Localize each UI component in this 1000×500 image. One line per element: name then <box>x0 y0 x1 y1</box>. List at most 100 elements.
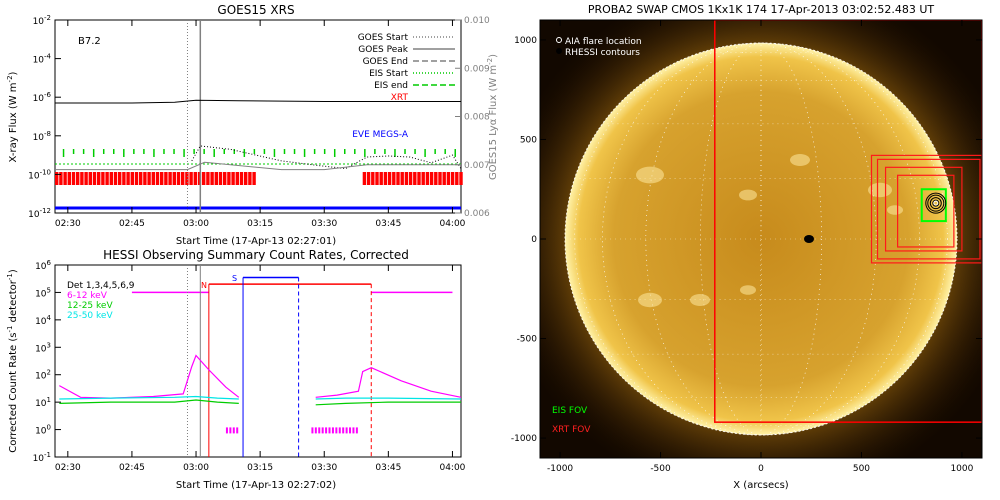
swap-x-tick-label: 0 <box>758 464 764 474</box>
goes-y-tick-exp: -2 <box>44 14 51 22</box>
xrt-pointing-box <box>870 154 982 264</box>
hessi-flag-block <box>338 427 341 434</box>
goes-x-tick-label: 02:30 <box>55 219 81 229</box>
hessi-flag-block <box>229 427 232 434</box>
rhessi-contour <box>927 194 945 212</box>
goes-y-tick-base: 10 <box>33 56 45 66</box>
xrt-block <box>218 172 223 185</box>
bright-region <box>887 205 903 215</box>
swap-y-tick-label: 500 <box>520 135 537 145</box>
hessi-y-tick-label: 105 <box>35 286 51 299</box>
hessi-y-tick-base: 10 <box>35 372 47 382</box>
xrt-block <box>59 172 63 185</box>
xrt-block <box>118 172 122 185</box>
xrt-block <box>421 172 425 185</box>
hessi-x-tick-label: 04:00 <box>439 463 465 473</box>
hessi-series-0-a <box>59 354 240 399</box>
hessi-y-title: Corrected Count Rate (s-1 detector-1) <box>6 269 19 453</box>
xrt-block <box>413 172 417 185</box>
goes-y-tick-label: 10-4 <box>33 53 52 66</box>
xrt-block <box>379 172 383 185</box>
swap-x-tick-label: -1000 <box>547 464 573 474</box>
hessi-flag-block <box>345 427 348 434</box>
xrt-block <box>446 172 451 185</box>
swap-x-title: X (arcsecs) <box>733 480 789 491</box>
xrt-block <box>168 172 172 185</box>
hessi-x-tick-label: 03:00 <box>183 463 209 473</box>
bright-region <box>740 285 756 295</box>
hessi-y-tick-exp: 2 <box>47 369 51 377</box>
goes-y-tick-exp: -6 <box>44 91 52 99</box>
swap-title: PROBA2 SWAP CMOS 1Kx1K 174 17-Apr-2013 0… <box>588 3 935 16</box>
goes-legend-label: GOES Start <box>358 33 409 43</box>
swap-x-tick-label: 500 <box>853 464 870 474</box>
xrt-block <box>80 172 84 185</box>
eis-fov-label: EIS FOV <box>552 406 588 416</box>
goes-y2-tick-label: 0.008 <box>464 113 490 123</box>
goes-y-tick-label: 10-6 <box>33 91 52 104</box>
xrt-block <box>197 172 202 185</box>
hessi-flag-block <box>236 427 239 434</box>
xrt-block <box>408 172 413 185</box>
xrt-block <box>185 172 189 185</box>
xrt-block <box>105 172 109 185</box>
hessi-chart: HESSI Observing Summary Count Rates, Cor… <box>6 248 466 491</box>
xrt-block <box>122 172 126 185</box>
hessi-y-tick-label: 103 <box>35 341 51 354</box>
hessi-flag-block <box>232 427 235 434</box>
xrt-block <box>434 172 438 185</box>
hessi-flag-block <box>321 427 324 434</box>
bright-region <box>636 166 664 184</box>
swap-y-tick-label: -500 <box>517 335 538 345</box>
goes-y2-tick-label: 0.006 <box>464 209 490 219</box>
hessi-y-tick-exp: 6 <box>47 259 52 267</box>
hessi-y-tick-label: 101 <box>35 396 51 409</box>
rhessi-legend-label: RHESSI contours <box>565 48 640 58</box>
xrt-block <box>160 172 164 185</box>
hessi-series-1-a <box>59 399 239 404</box>
xrt-block <box>113 172 118 185</box>
xrt-block <box>371 172 375 185</box>
xrt-block <box>455 172 459 185</box>
hessi-y-tick-base: 10 <box>35 427 47 437</box>
xrt-block <box>231 172 235 185</box>
xrt-block <box>88 172 92 185</box>
bright-region <box>638 292 662 308</box>
hessi-y-tick-exp: -1 <box>44 451 51 459</box>
rhessi-contour <box>932 199 940 207</box>
hessi-flag-block <box>342 427 345 434</box>
goes-y-tick-label: 10-12 <box>28 207 51 220</box>
swap-y-tick-label: 0 <box>531 235 537 245</box>
xrt-pointing-box <box>897 174 955 248</box>
hessi-flag-block <box>335 427 338 434</box>
xrt-block <box>450 172 455 185</box>
xrt-block <box>235 172 239 185</box>
xrt-block <box>84 172 88 185</box>
xrt-block <box>227 172 231 185</box>
hessi-flag-block <box>325 427 328 434</box>
bright-region <box>739 189 757 201</box>
goes-y-tick-label: 10-8 <box>33 130 51 143</box>
goes-x-tick-label: 04:00 <box>439 219 465 229</box>
hessi-series-0-b <box>315 367 462 398</box>
goes-legend: GOES Start GOES Peak GOES End EIS Start EIS … <box>352 33 455 140</box>
xrt-block <box>396 172 400 185</box>
swap-y-tick-label: -1000 <box>511 434 537 444</box>
hessi-series-1-b <box>315 401 461 406</box>
rhessi-contour <box>929 197 942 210</box>
xrt-block <box>442 172 446 185</box>
hessi-series-2-a <box>59 395 239 400</box>
swap-image <box>540 20 982 458</box>
hessi-plot-frame <box>54 264 462 458</box>
goes-x-tick-label: 03:15 <box>247 219 273 229</box>
aia-legend-marker <box>556 37 562 43</box>
hessi-y-tick-base: 10 <box>35 399 47 409</box>
xrt-pointing-box <box>876 158 981 260</box>
hessi-flag-block <box>318 427 321 434</box>
xrt-block <box>210 172 214 185</box>
xrt-block <box>425 172 430 185</box>
hessi-flag-block <box>314 427 317 434</box>
bright-region <box>790 154 810 166</box>
xrt-block <box>101 172 105 185</box>
